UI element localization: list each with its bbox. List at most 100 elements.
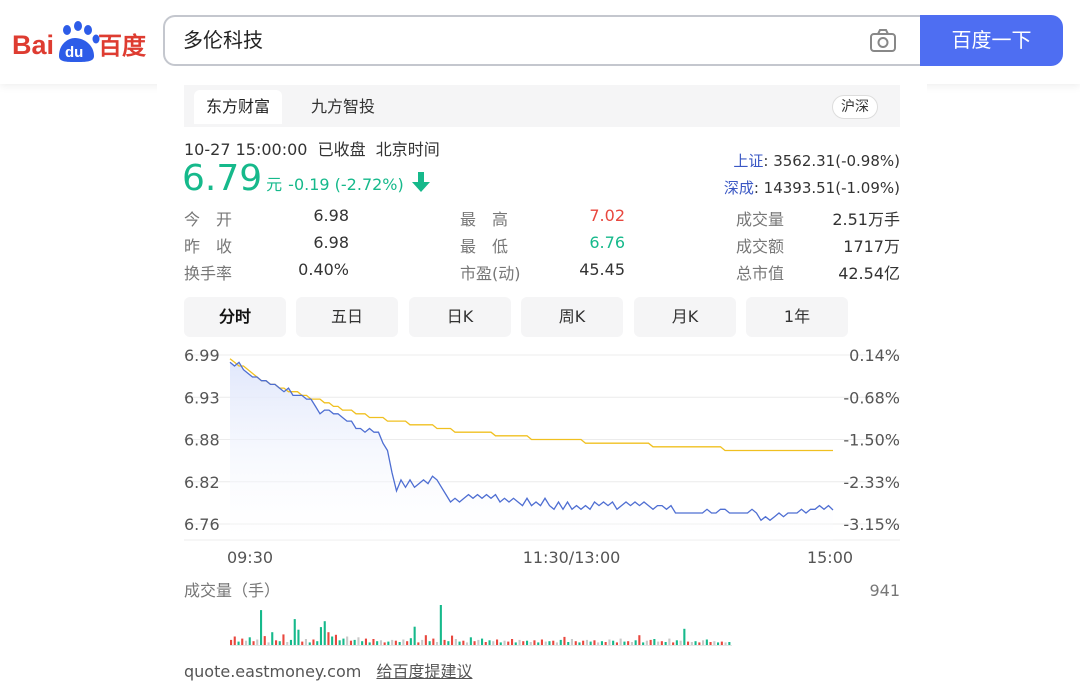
tab-daily-k[interactable]: 日K — [409, 297, 511, 337]
volume-bar — [649, 639, 652, 645]
volume-bar — [447, 641, 450, 645]
tab-weekly-k[interactable]: 周K — [521, 297, 623, 337]
volume-bar — [451, 635, 454, 645]
volume-bar — [499, 642, 502, 645]
volume-bar — [282, 634, 285, 645]
stat-pe-label: 市盈(动) — [460, 264, 521, 283]
logo-text-paw: du — [65, 44, 83, 61]
volume-bar — [582, 640, 585, 645]
price-area-fill — [230, 362, 833, 540]
volume-bar — [630, 642, 633, 645]
y-tick-right: -2.33% — [843, 473, 900, 492]
index-sz-link[interactable]: 深成 — [723, 179, 754, 197]
y-tick-right: 0.14% — [849, 346, 900, 365]
y-tick-right: -0.68% — [843, 388, 900, 407]
tab-eastmoney[interactable]: 东方财富 — [194, 90, 283, 124]
volume-bar — [503, 640, 506, 645]
volume-bar — [271, 632, 274, 645]
volume-bar — [439, 605, 442, 645]
volume-bar — [454, 639, 457, 645]
volume-bar — [342, 638, 345, 645]
volume-bar — [578, 642, 581, 645]
volume-bar — [552, 640, 555, 645]
volume-bar — [248, 637, 251, 645]
volume-bar — [548, 641, 551, 645]
search-button[interactable]: 百度一下 — [920, 15, 1063, 66]
logo-text-left: Bai — [12, 30, 54, 60]
volume-bar — [237, 641, 240, 645]
y-axis-labels: 6.99 0.14% 6.93 -0.68% 6.88 -1.50% 6.82 -2.33% 6… — [184, 346, 900, 534]
index-sh-link[interactable]: 上证 — [733, 152, 764, 170]
volume-bar — [312, 639, 315, 645]
volume-bar — [428, 641, 431, 645]
volume-bar — [664, 642, 667, 645]
volume-bar — [612, 640, 615, 645]
chart-period-tabs: 分时 五日 日K 周K 月K 1年 — [184, 297, 854, 337]
volume-bar — [458, 641, 461, 645]
price-change: -0.19 (-2.72%) — [288, 175, 404, 194]
volume-bar — [278, 641, 281, 645]
intraday-chart: 6.99 0.14% 6.93 -0.68% 6.88 -1.50% 6.82 -2.33% 6… — [184, 346, 900, 646]
volume-bar — [289, 639, 292, 645]
search-input[interactable] — [183, 17, 843, 64]
volume-bar — [301, 641, 304, 645]
volume-bar — [323, 621, 326, 645]
volume-bar — [361, 641, 364, 645]
tab-five-day[interactable]: 五日 — [296, 297, 398, 337]
volume-bar — [496, 639, 499, 645]
volume-bar — [563, 636, 566, 645]
volume-bar — [484, 642, 487, 645]
volume-bar — [570, 639, 573, 645]
volume-bar — [466, 642, 469, 645]
volume-bar — [233, 636, 236, 645]
paw-icon — [59, 21, 100, 62]
volume-bar — [252, 641, 255, 645]
volume-bar — [559, 639, 562, 645]
volume-bar — [526, 640, 529, 645]
market-badge[interactable]: 沪深 — [832, 95, 878, 119]
volume-bar — [263, 636, 266, 645]
volume-bar — [436, 642, 439, 645]
y-tick-left: 6.93 — [184, 388, 220, 407]
tab-intraday[interactable]: 分时 — [184, 297, 286, 337]
volume-bar — [615, 642, 618, 645]
volume-bar — [728, 642, 731, 645]
volume-bar — [533, 640, 536, 645]
volume-bar — [469, 637, 472, 645]
footer: quote.eastmoney.com 给百度提建议 — [184, 658, 472, 682]
suggest-link[interactable]: 给百度提建议 — [376, 662, 473, 681]
volume-bar — [514, 642, 517, 645]
volume-bar — [376, 641, 379, 645]
volume-bar — [638, 635, 641, 645]
stat-high-value: 7.02 — [589, 206, 625, 225]
stat-low-value: 6.76 — [589, 233, 625, 252]
volume-bar — [518, 639, 521, 645]
volume-bar — [709, 642, 712, 645]
stat-amount-value: 1717万 — [843, 237, 900, 256]
volume-bar — [402, 639, 405, 645]
volume-bar — [672, 642, 675, 645]
tab-one-year[interactable]: 1年 — [746, 297, 848, 337]
volume-bar — [683, 628, 686, 645]
volume-bar — [522, 641, 525, 645]
volume-bar — [327, 632, 330, 645]
x-axis-labels: 09:30 11:30/13:00 15:00 — [227, 548, 853, 567]
volume-bar — [394, 640, 397, 645]
tab-jiufang[interactable]: 九方智投 — [311, 97, 376, 116]
volume-bar — [619, 638, 622, 645]
volume-bar — [660, 641, 663, 645]
camera-icon[interactable] — [869, 28, 897, 54]
volume-bar — [372, 639, 375, 645]
source-link[interactable]: quote.eastmoney.com — [184, 662, 362, 681]
volume-bar — [702, 640, 705, 645]
volume-bar — [567, 642, 570, 645]
volume-bar — [713, 641, 716, 645]
quote-timezone: 北京时间 — [375, 140, 440, 159]
stat-pe-value: 45.45 — [579, 260, 625, 279]
volume-max-label: 941 — [869, 581, 900, 600]
baidu-logo[interactable]: Bai du 百度 — [12, 18, 147, 62]
tab-monthly-k[interactable]: 月K — [634, 297, 736, 337]
volume-bar — [432, 638, 435, 645]
stat-volume-value: 2.51万手 — [832, 210, 900, 229]
volume-bar — [308, 642, 311, 645]
